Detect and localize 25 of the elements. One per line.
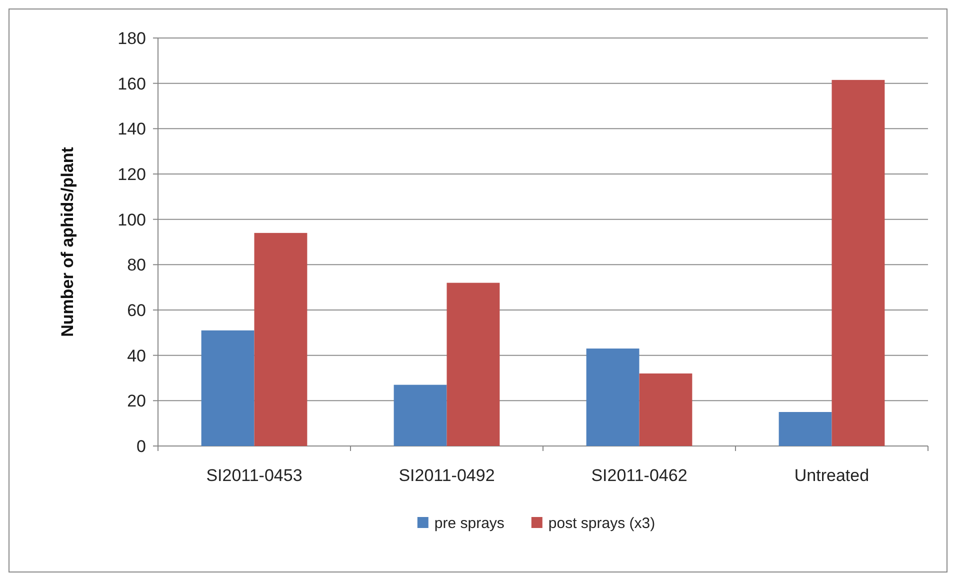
- y-axis-title: Number of aphids/plant: [58, 146, 77, 337]
- bar: [778, 412, 832, 446]
- y-tick-label: 20: [127, 392, 146, 411]
- y-tick-label: 100: [118, 210, 146, 230]
- x-tick-label: SI2011-0453: [206, 466, 302, 485]
- legend-label: pre sprays: [434, 515, 504, 532]
- y-tick-label: 140: [118, 120, 146, 139]
- legend-label: post sprays (x3): [548, 515, 656, 532]
- y-tick-label: 180: [118, 28, 146, 48]
- bar: [446, 282, 500, 446]
- bar: [394, 384, 447, 446]
- y-tick-label: 0: [136, 436, 146, 456]
- bar: [832, 80, 885, 446]
- bar: [639, 373, 692, 446]
- y-tick-label: 80: [127, 256, 146, 275]
- y-tick-label: 40: [127, 346, 146, 366]
- bar: [586, 348, 640, 446]
- y-tick-label: 160: [118, 74, 146, 94]
- x-tick-label: Untreated: [794, 466, 870, 485]
- bar: [254, 232, 308, 446]
- x-tick-label: SI2011-0492: [398, 466, 495, 485]
- x-tick-label: SI2011-0462: [591, 466, 688, 485]
- y-tick-label: 60: [127, 300, 146, 320]
- bar: [201, 330, 254, 446]
- y-tick-label: 120: [118, 164, 146, 184]
